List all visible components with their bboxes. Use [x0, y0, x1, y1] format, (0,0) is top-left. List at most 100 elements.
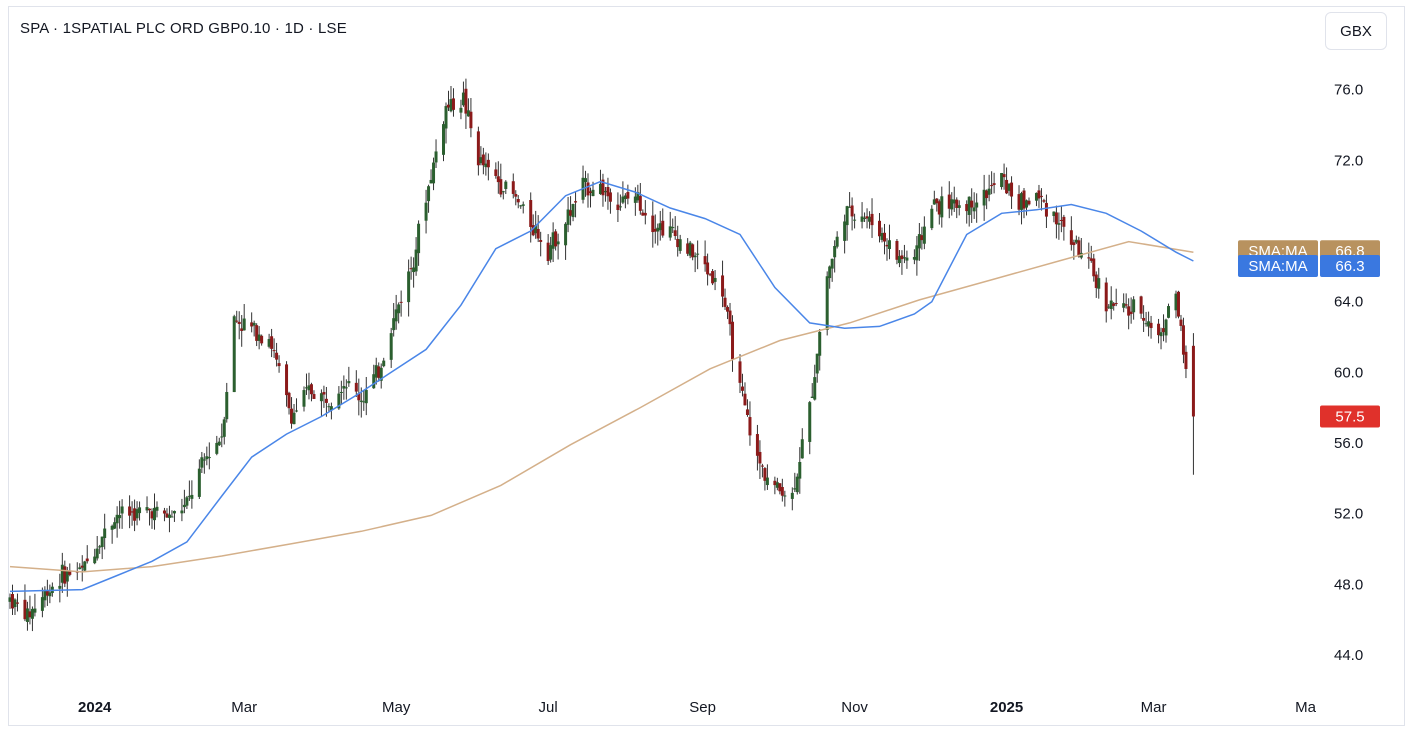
candle-body [449, 99, 453, 112]
candle-body [267, 339, 271, 347]
candle-body [574, 201, 578, 203]
candle-body [549, 245, 553, 260]
candle-body [215, 442, 219, 454]
candle-body [880, 232, 884, 240]
candle-body [190, 494, 194, 499]
candle-body [78, 567, 82, 570]
candle-body [8, 597, 12, 602]
candle-body [40, 597, 44, 611]
candle-body [202, 459, 206, 461]
candle-body [464, 88, 468, 114]
candle-body [536, 228, 540, 239]
candle-body [319, 393, 323, 402]
candle-body [120, 506, 124, 514]
candle-body [1017, 194, 1021, 210]
candle-body [295, 410, 299, 412]
candle-body [432, 162, 436, 184]
candle-body [686, 243, 690, 254]
candle-body [187, 495, 191, 497]
candle-body [486, 159, 490, 168]
candle-body [633, 196, 637, 203]
candle-body [738, 361, 742, 383]
candle-body [638, 196, 642, 211]
candle-body [185, 497, 189, 506]
sma-short-legend-tag-text: SMA:MA [1248, 258, 1307, 275]
candle-body [1022, 190, 1026, 209]
candle-body [1114, 303, 1118, 305]
candle-body [270, 336, 274, 349]
candle-body [327, 406, 331, 408]
candle-body [461, 92, 465, 106]
candle-body [442, 124, 446, 155]
candle-body [743, 393, 747, 406]
candle-body [1181, 325, 1185, 355]
candle-body [1044, 202, 1048, 217]
candle-body [589, 191, 593, 194]
candle-body [466, 110, 470, 117]
candle-body [885, 244, 889, 247]
candle-body [706, 262, 710, 275]
candle-body [1179, 319, 1183, 326]
candle-body [551, 232, 555, 249]
candle-body [865, 216, 869, 219]
candle-body [539, 239, 543, 242]
candle-body [155, 506, 159, 511]
candle-body [312, 394, 316, 399]
candle-body [237, 321, 241, 325]
candle-body [434, 151, 438, 163]
candle-body [833, 246, 837, 258]
candle-body [1007, 183, 1011, 191]
candle-body [45, 590, 49, 596]
candle-body [429, 179, 433, 184]
candle-body [307, 385, 311, 391]
candle-body [1059, 219, 1063, 221]
candle-body [1054, 212, 1058, 225]
candle-body [863, 217, 867, 219]
candle-body [110, 525, 114, 530]
candle-body [167, 514, 171, 518]
candle-body [1139, 296, 1143, 314]
candle-body [1077, 240, 1081, 257]
candle-body [965, 204, 969, 212]
candle-body [947, 194, 951, 209]
candle-body [967, 196, 971, 215]
candle-body [1157, 323, 1161, 336]
candle-body [529, 200, 533, 227]
candle-body [850, 205, 854, 217]
candle-body [222, 419, 226, 437]
candle-body [240, 328, 244, 331]
candle-body [469, 111, 473, 129]
candle-body [407, 271, 411, 303]
candle-body [895, 240, 899, 260]
candle-body [848, 206, 852, 208]
candle-body [950, 199, 954, 210]
candle-body [636, 192, 640, 201]
currency-button[interactable]: GBX [1325, 12, 1387, 50]
candle-body [992, 183, 996, 185]
candle-body [982, 189, 986, 206]
candle-body [780, 487, 784, 496]
candle-body [48, 592, 52, 597]
candle-body [113, 522, 117, 529]
candle-body [339, 391, 343, 394]
candle-body [138, 507, 142, 514]
candle-body [1159, 332, 1163, 337]
candle-body [397, 304, 401, 314]
candle-body [1129, 311, 1133, 315]
candle-body [1042, 200, 1046, 202]
candle-body [374, 365, 378, 378]
y-tick-label: 52.0 [1334, 506, 1363, 523]
candle-body [1025, 200, 1029, 208]
y-tick-label: 64.0 [1334, 294, 1363, 311]
candle-body [1034, 192, 1038, 201]
candle-body [828, 266, 832, 279]
candle-body [932, 199, 936, 205]
candle-body [427, 186, 431, 202]
candle-body [1069, 230, 1073, 245]
candle-body [721, 275, 725, 297]
candle-body [232, 316, 236, 393]
x-tick-label: 2024 [78, 699, 112, 716]
candle-body [252, 322, 256, 326]
candle-body [1072, 242, 1076, 246]
